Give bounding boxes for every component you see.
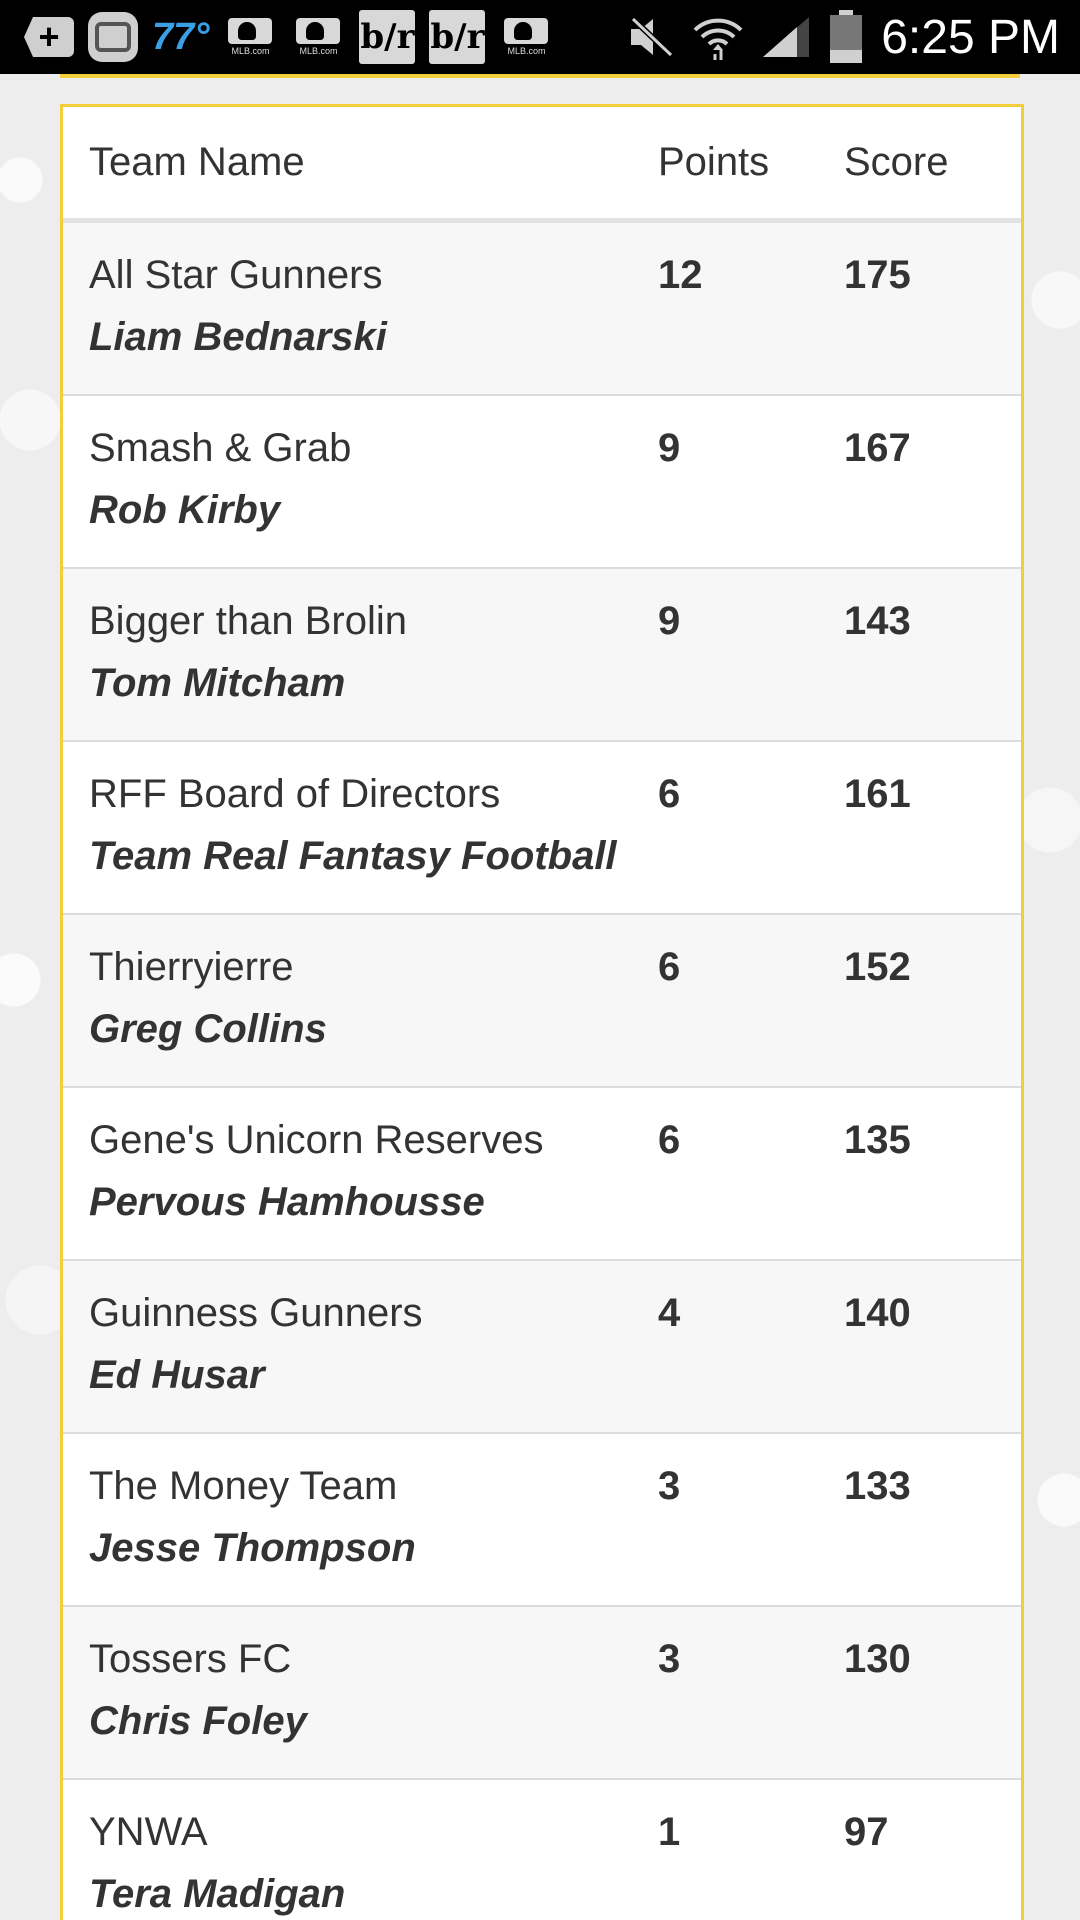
table-row[interactable]: Smash & Grab Rob Kirby 9 167 [63,396,1021,569]
team-name[interactable]: Guinness Gunners [89,1291,423,1335]
signal-icon [761,15,811,59]
table-row[interactable]: Thierryierre Greg Collins 6 152 [63,915,1021,1088]
manager-name: Greg Collins [89,1007,327,1051]
standings-table: Team Name Points Score All Star Gunners … [60,104,1024,1920]
manager-name: Team Real Fantasy Football [89,834,617,878]
table-body: All Star Gunners Liam Bednarski 12 175 S… [63,223,1021,1920]
table-row[interactable]: Guinness Gunners Ed Husar 4 140 [63,1261,1021,1434]
score-value: 167 [844,426,911,470]
team-name[interactable]: All Star Gunners [89,253,383,297]
points-value: 6 [658,1118,681,1162]
battery-icon [829,10,863,64]
add-icon: + [24,17,74,57]
table-row[interactable]: Gene's Unicorn Reserves Pervous Hamhouss… [63,1088,1021,1261]
clock: 6:25 PM [881,10,1060,64]
team-name[interactable]: Gene's Unicorn Reserves [89,1118,544,1162]
points-value: 1 [658,1810,681,1854]
table-row[interactable]: The Money Team Jesse Thompson 3 133 [63,1434,1021,1607]
points-value: 3 [658,1637,681,1681]
header-team-name[interactable]: Team Name [89,140,305,184]
score-value: 140 [844,1291,911,1335]
score-value: 97 [844,1810,889,1854]
team-name[interactable]: The Money Team [89,1464,398,1508]
points-value: 3 [658,1464,681,1508]
temperature: 77° [152,15,210,58]
table-row[interactable]: Tossers FC Chris Foley 3 130 [63,1607,1021,1780]
table-header: Team Name Points Score [63,107,1021,223]
manager-name: Chris Foley [89,1699,307,1743]
points-value: 6 [658,945,681,989]
points-value: 12 [658,253,703,297]
status-bar: + 77° MLB.com MLB.com b/r b/r MLB.com [0,0,1080,74]
br-icon: b/r [429,10,486,64]
table-row[interactable]: RFF Board of Directors Team Real Fantasy… [63,742,1021,915]
manager-name: Pervous Hamhousse [89,1180,485,1224]
score-value: 161 [844,772,911,816]
team-name[interactable]: YNWA [89,1810,208,1854]
manager-name: Tom Mitcham [89,661,346,705]
team-name[interactable]: Tossers FC [89,1637,292,1681]
mute-icon [627,15,675,59]
table-row[interactable]: Bigger than Brolin Tom Mitcham 9 143 [63,569,1021,742]
robot-icon [88,12,138,62]
header-score[interactable]: Score [844,140,949,184]
score-value: 175 [844,253,911,297]
score-value: 152 [844,945,911,989]
team-name[interactable]: Smash & Grab [89,426,352,470]
score-value: 135 [844,1118,911,1162]
score-value: 130 [844,1637,911,1681]
wifi-icon [693,14,743,60]
top-border-strip [60,74,1020,78]
table-row[interactable]: YNWA Tera Madigan 1 97 [63,1780,1021,1920]
points-value: 9 [658,599,681,643]
manager-name: Tera Madigan [89,1872,346,1916]
mlb-icon: MLB.com [223,14,277,60]
manager-name: Jesse Thompson [89,1526,416,1570]
points-value: 9 [658,426,681,470]
table-row[interactable]: All Star Gunners Liam Bednarski 12 175 [63,223,1021,396]
score-value: 133 [844,1464,911,1508]
team-name[interactable]: Bigger than Brolin [89,599,407,643]
team-name[interactable]: RFF Board of Directors [89,772,501,816]
mlb-icon: MLB.com [291,14,345,60]
mlb-icon: MLB.com [499,14,553,60]
header-points[interactable]: Points [658,140,770,184]
team-name[interactable]: Thierryierre [89,945,294,989]
points-value: 4 [658,1291,681,1335]
points-value: 6 [658,772,681,816]
manager-name: Ed Husar [89,1353,265,1397]
manager-name: Rob Kirby [89,488,281,532]
score-value: 143 [844,599,911,643]
manager-name: Liam Bednarski [89,315,387,359]
br-icon: b/r [359,10,416,64]
